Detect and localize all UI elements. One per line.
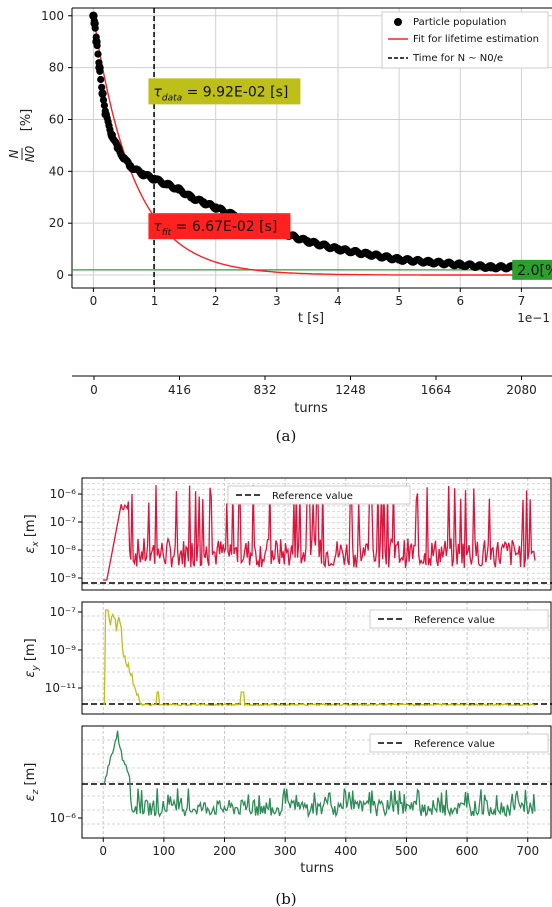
data-point [98,83,106,91]
x-tick-label: 100 [152,844,175,858]
subplot-y: 10⁻⁷ 10⁻⁹ 10⁻¹¹ εy [m] Reference value [23,601,552,715]
x-tick-label: 400 [334,844,357,858]
y-label-unit: [%] [19,109,34,132]
legend-box [369,733,549,753]
y-tick-label: 60 [49,112,64,126]
legend-label-reference: Reference value [414,615,495,626]
y-tick-label: 10⁻¹¹ [45,681,76,695]
tau-annotation-box [148,78,301,105]
y-tick-label: 10⁻⁶ [50,487,77,501]
y-axis-label: εy [m] [23,638,41,677]
panel-b-emittance-plots: 10⁻⁶10⁻⁷10⁻⁸10⁻⁹εx [m]Reference value10⁻… [23,477,552,876]
x-tick-label: 2 [212,294,220,308]
y-axis-label: N N0 [%] [7,109,37,163]
data-point [100,101,108,109]
y-tick-label: 10⁻⁹ [50,571,77,585]
tau-annotation-box [148,213,291,240]
x-tick-label: 600 [456,844,479,858]
data-point [97,75,105,84]
y-axis-label: εx [m] [23,514,41,553]
data-point [90,17,98,25]
data-point [96,67,104,75]
y-tick-label: 10⁻⁹ [50,643,77,657]
data-point [99,91,107,99]
subplot-frame [81,725,552,839]
data-point [94,50,102,58]
data-point [92,33,100,41]
subplot-x: 10⁻⁶ 10⁻⁷ 10⁻⁸ 10⁻⁹ εx [m] Reference value [23,477,552,591]
subplot-frame [81,477,552,591]
y-label-numerator: N [7,149,21,158]
x-tick-label: 1 [151,294,159,308]
legend-marker-population [394,18,402,26]
legend-label-population: Particle population [413,17,506,28]
subplot-frame [81,601,552,715]
x-tick-label: 6 [456,294,464,308]
y-tick-label: 10⁻⁷ [50,515,77,529]
y-tick-label: 80 [49,61,64,75]
y-axis-label: εz [m] [23,763,41,802]
tau-annotation-label: τfit = 6.67E-02 [s] [153,219,277,238]
y-label-denominator: N0 [23,145,37,162]
y-tick-label: 10⁻⁶ [50,811,77,825]
x-tick-label: 0 [99,844,107,858]
x-tick-label: 0 [90,294,98,308]
x-axis-label: turns [300,861,334,876]
x-tick-label: 7 [518,294,526,308]
data-point [99,96,108,104]
data-point [93,42,101,50]
data-point [95,59,103,67]
x-tick-label: 5 [395,294,403,308]
x-tick-label: 4 [334,294,342,308]
panel-a-lifetime-plot: 0 1 2 3 4 5 6 7 0 20 40 60 80 100 t [s] 1e−1 NN0 [%] 2.0[%… [7,7,552,416]
legend-box [381,11,549,69]
legend-label-fit: Fit for lifetime estimation [413,34,539,45]
y-tick-label: 20 [49,216,64,230]
legend-label-reference: Reference value [272,491,353,502]
threshold-label: 2.0[%] [517,263,552,279]
turns-tick-label: 832 [254,383,277,397]
y-tick-label: 0 [56,268,64,282]
turns-tick-label: 416 [168,383,191,397]
threshold-label-box [512,259,552,280]
x-offset-label: 1e−1 [517,311,550,325]
caption-b: (b) [275,890,296,907]
turns-tick-label: 1664 [421,383,452,397]
data-point [91,24,99,32]
turns-tick-label: 1248 [335,383,366,397]
turns-axis-label: turns [294,401,328,416]
y-tick-label: 40 [49,164,64,178]
legend-label-reference: Reference value [414,739,495,750]
x-tick-label: 3 [273,294,281,308]
y-tick-label: 10⁻⁸ [50,543,77,557]
turns-tick-label: 2080 [506,383,537,397]
emittance-trace [103,609,536,707]
emittance-trace [103,484,536,581]
turns-tick-label: 0 [90,383,98,397]
legend-label-time: Time for N ∼ N0/e [412,53,503,64]
legend: Particle population Fit for lifetime esti… [381,11,549,69]
x-tick-label: 200 [213,844,236,858]
legend-box [369,609,549,629]
caption-a: (a) [276,427,297,445]
tau-annotation-label: τdata = 9.92E-02 [s] [153,84,288,103]
y-tick-label: 100 [41,9,64,23]
y-tick-label: 10⁻⁷ [50,605,77,619]
x-axis-label: t [s] [298,311,324,326]
emittance-trace [103,730,536,819]
x-tick-label: 500 [395,844,418,858]
legend-box [227,485,411,505]
x-tick-label: 300 [274,844,297,858]
x-tick-label: 700 [516,844,539,858]
subplot-z: 10⁻⁶ εz [m] Reference value [23,725,552,839]
